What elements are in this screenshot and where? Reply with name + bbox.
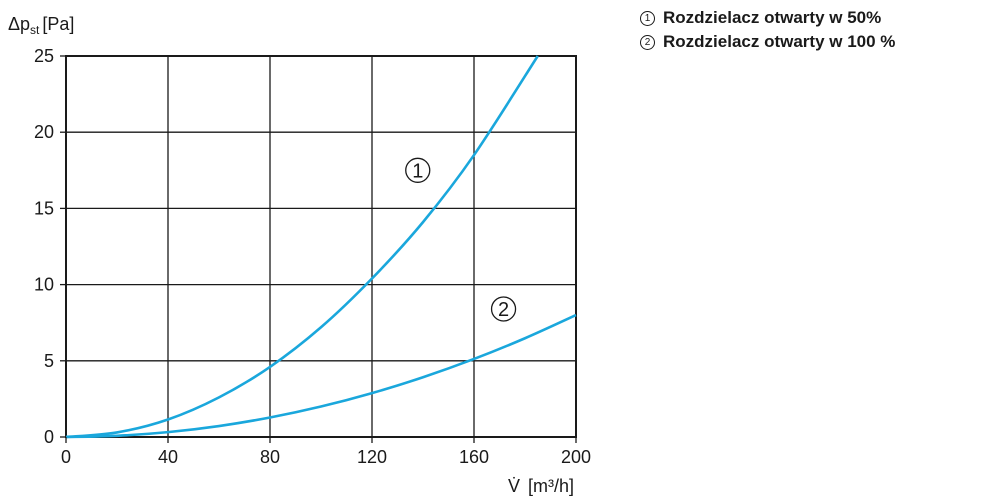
legend-label-2: Rozdzielacz otwarty w 100 % bbox=[663, 32, 896, 51]
legend-label-1: Rozdzielacz otwarty w 50% bbox=[663, 8, 882, 27]
y-tick-label: 15 bbox=[34, 198, 54, 218]
legend-marker-2: 2 bbox=[640, 34, 655, 50]
chart-series: 12 bbox=[65, 55, 577, 439]
y-tick-label: 5 bbox=[44, 351, 54, 371]
axis-ticks: 0 40 80 120 160 200 0 5 10 15 20 25 bbox=[34, 46, 591, 467]
y-tick-label: 25 bbox=[34, 46, 54, 66]
legend: 1 Rozdzielacz otwarty w 50% 2 Rozdzielac… bbox=[640, 6, 895, 54]
x-tick-label: 0 bbox=[61, 447, 71, 467]
series-line-1 bbox=[65, 55, 539, 439]
legend-marker-1: 1 bbox=[640, 10, 655, 26]
series-line-2 bbox=[65, 313, 577, 439]
plot-frame bbox=[65, 55, 577, 438]
y-tick-label: 10 bbox=[34, 275, 54, 295]
x-axis-unit: [m³/h] bbox=[528, 476, 574, 496]
y-axis-title: Δpst [Pa] bbox=[8, 14, 74, 37]
x-axis-symbol: V̇ bbox=[508, 476, 520, 496]
series-marker-label: 1 bbox=[412, 160, 423, 182]
x-tick-label: 40 bbox=[158, 447, 178, 467]
y-tick-label: 0 bbox=[44, 427, 54, 447]
x-tick-label: 200 bbox=[561, 447, 591, 467]
y-axis-unit: [Pa] bbox=[42, 14, 74, 34]
series-marker-circle bbox=[490, 296, 517, 322]
chart-grid bbox=[66, 56, 576, 437]
legend-item: 1 Rozdzielacz otwarty w 50% bbox=[640, 6, 895, 30]
x-tick-label: 120 bbox=[357, 447, 387, 467]
y-tick-label: 20 bbox=[34, 122, 54, 142]
series-marker-label: 2 bbox=[498, 299, 509, 321]
y-axis-subscript: st bbox=[30, 23, 40, 37]
series-marker-circle bbox=[405, 157, 431, 183]
y-axis-symbol: Δp bbox=[8, 14, 30, 34]
x-axis-title: V̇ [m³/h] bbox=[508, 476, 574, 496]
x-tick-label: 160 bbox=[459, 447, 489, 467]
legend-item: 2 Rozdzielacz otwarty w 100 % bbox=[640, 30, 895, 54]
x-tick-label: 80 bbox=[260, 447, 280, 467]
